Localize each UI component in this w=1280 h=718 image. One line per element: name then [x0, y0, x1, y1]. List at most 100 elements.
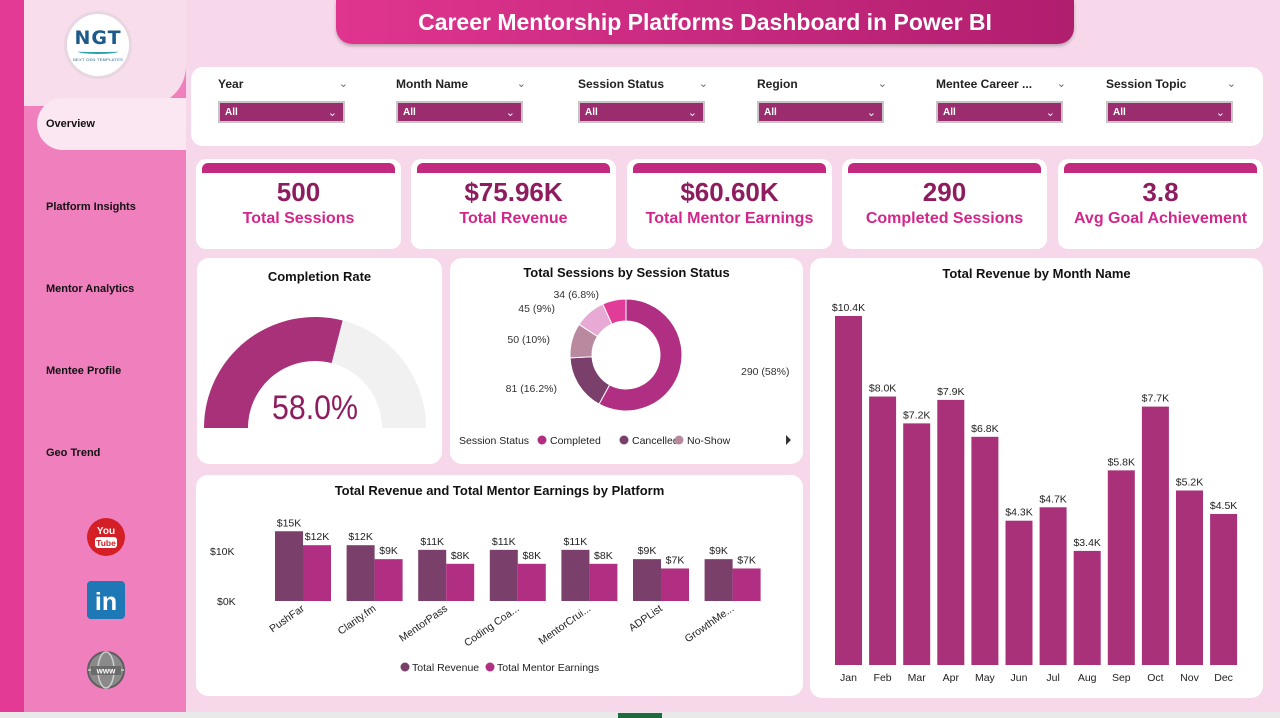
month-bar [1073, 550, 1101, 665]
platform-bar [517, 563, 546, 601]
month-tick-label: Oct [1147, 672, 1163, 684]
month-bar [869, 396, 897, 665]
chevron-down-icon[interactable]: ⌄ [338, 78, 348, 90]
platform-tick-label: PushFar [267, 602, 307, 635]
donut-legend-marker [537, 435, 547, 445]
donut-legend-item: Completed [550, 435, 601, 447]
revenue-by-month-chart[interactable]: $10.4K Jan $8.0K Feb $7.2K Mar $7.9K Apr $6.8K Ma… [810, 258, 1263, 698]
month-bar-label: $7.9K [937, 386, 964, 398]
platform-bar-label: $8K [594, 550, 613, 562]
kpi-strip [202, 163, 395, 173]
filter-label: Session Status [578, 77, 665, 91]
platform-bar-label: $8K [522, 550, 541, 562]
month-bar-label: $5.8K [1108, 456, 1135, 468]
platform-bar [303, 545, 331, 601]
nav-item-mentor-analytics[interactable]: Mentor Analytics [46, 283, 135, 295]
chevron-down-icon[interactable]: ⌄ [1226, 78, 1236, 90]
month-bar [1005, 520, 1033, 665]
platform-chart-title: Total Revenue and Total Mentor Earnings … [334, 483, 665, 498]
month-bar-label: $7.7K [1142, 393, 1169, 405]
donut-title: Total Sessions by Session Status [523, 265, 730, 280]
platform-legend-item: Total Mentor Earnings [497, 662, 599, 674]
platform-bar-label: $12K [305, 531, 330, 543]
filter-value: All [403, 106, 416, 118]
platform-bar-label: $7K [737, 554, 756, 566]
kpi-card-completed-sessions: 290 Completed Sessions [842, 159, 1047, 249]
filter-dropdown[interactable]: All ⌄ [1106, 101, 1233, 123]
gauge-value-label: 58.0% [272, 389, 358, 427]
chevron-down-icon: ⌄ [687, 106, 697, 119]
month-tick-label: Jul [1046, 672, 1059, 684]
youtube-text-bottom: Tube [96, 538, 116, 548]
linkedin-icon[interactable]: in [86, 580, 126, 620]
month-bar-label: $4.5K [1210, 500, 1237, 512]
globe-icon[interactable]: www [86, 650, 126, 690]
platform-tick-label: Clarity.fm [336, 602, 379, 637]
platform-bar [346, 545, 375, 601]
platform-tick-label: MentorPass [397, 603, 450, 645]
month-tick-label: Mar [908, 672, 927, 684]
filter-dropdown[interactable]: All ⌄ [757, 101, 884, 123]
filter-dropdown[interactable]: All ⌄ [396, 101, 523, 123]
sessions-by-status-donut[interactable]: 290 (58%) 81 (16.2%) 50 (10%) 45 (9%) 34 (6.… [450, 258, 803, 464]
kpi-label: Total Revenue [459, 210, 568, 227]
donut-legend-item: No-Show [687, 435, 731, 447]
month-bar-label: $4.7K [1039, 493, 1066, 505]
kpi-label: Total Sessions [242, 210, 355, 227]
kpi-card-avg-goal-achievement: 3.8 Avg Goal Achievement [1058, 159, 1263, 249]
logo-swoosh [78, 49, 118, 54]
chevron-down-icon[interactable]: ⌄ [516, 78, 526, 90]
nav-item-overview[interactable]: Overview [46, 118, 95, 130]
kpi-value: $75.96K [464, 177, 563, 207]
chevron-down-icon[interactable]: ⌄ [1056, 78, 1066, 90]
filter-year: Year ⌄ All ⌄ [218, 77, 348, 123]
kpi-card-total-mentor-earnings: $60.60K Total Mentor Earnings [627, 159, 832, 249]
youtube-icon[interactable]: You Tube [86, 517, 126, 557]
donut-slice-label: 50 (10%) [507, 334, 550, 346]
completion-rate-gauge[interactable]: 58.0% [197, 258, 442, 464]
donut-slice-label: 45 (9%) [518, 303, 555, 315]
month-bar [1039, 507, 1067, 665]
chevron-down-icon: ⌄ [1045, 106, 1055, 119]
kpi-label: Avg Goal Achievement [1073, 210, 1248, 227]
platform-bar [589, 563, 618, 601]
month-bar-label: $10.4K [832, 302, 865, 314]
nav-item-platform-insights[interactable]: Platform Insights [46, 201, 136, 213]
month-bar [937, 399, 965, 665]
platform-revenue-chart[interactable]: $10K$0K$15K$12KPushFar$12K$9KClarity.fm$… [196, 475, 803, 696]
chevron-down-icon[interactable]: ⌄ [877, 78, 887, 90]
filter-value: All [225, 106, 238, 118]
month-tick-label: Aug [1078, 672, 1097, 684]
chevron-down-icon: ⌄ [327, 106, 337, 119]
donut-legend-item: Cancelled [632, 435, 679, 447]
month-bar-label: $5.2K [1176, 477, 1203, 489]
platform-bar [661, 568, 689, 601]
chevron-down-icon[interactable]: ⌄ [698, 78, 708, 90]
month-bar [1107, 470, 1135, 665]
filter-dropdown[interactable]: All ⌄ [936, 101, 1063, 123]
revenue-by-month-panel: Total Revenue by Month Name $10.4K Jan $8.… [810, 258, 1263, 698]
platform-chart-panel: Total Revenue and Total Mentor Earnings … [196, 475, 803, 696]
month-tick-label: Feb [874, 672, 892, 684]
logo: NGT NEXT GEN TEMPLATES [64, 11, 132, 79]
platform-tick-label: MentorCrui... [537, 603, 594, 648]
platform-bar-label: $11K [492, 536, 516, 548]
active-page-tab[interactable] [618, 713, 662, 718]
platform-bar [489, 549, 518, 601]
filter-value: All [943, 106, 956, 118]
platform-tick-label: GrowthMe... [683, 603, 737, 646]
month-bar-label: $7.2K [903, 409, 930, 421]
filter-label: Month Name [396, 77, 468, 91]
month-bar [1176, 490, 1203, 665]
nav-item-geo-trend[interactable]: Geo Trend [46, 447, 101, 459]
filter-dropdown[interactable]: All ⌄ [578, 101, 705, 123]
kpi-card-total-sessions: 500 Total Sessions [196, 159, 401, 249]
kpi-label: Total Mentor Earnings [645, 210, 814, 227]
kpi-strip [417, 163, 610, 173]
chevron-down-icon: ⌄ [866, 106, 876, 119]
filter-mentee-career: Mentee Career ... ⌄ All ⌄ [936, 77, 1066, 123]
platform-legend-item: Total Revenue [412, 662, 479, 674]
nav-item-mentee-profile[interactable]: Mentee Profile [46, 365, 122, 377]
filter-dropdown[interactable]: All ⌄ [218, 101, 345, 123]
donut-slice-label: 290 (58%) [741, 366, 789, 378]
